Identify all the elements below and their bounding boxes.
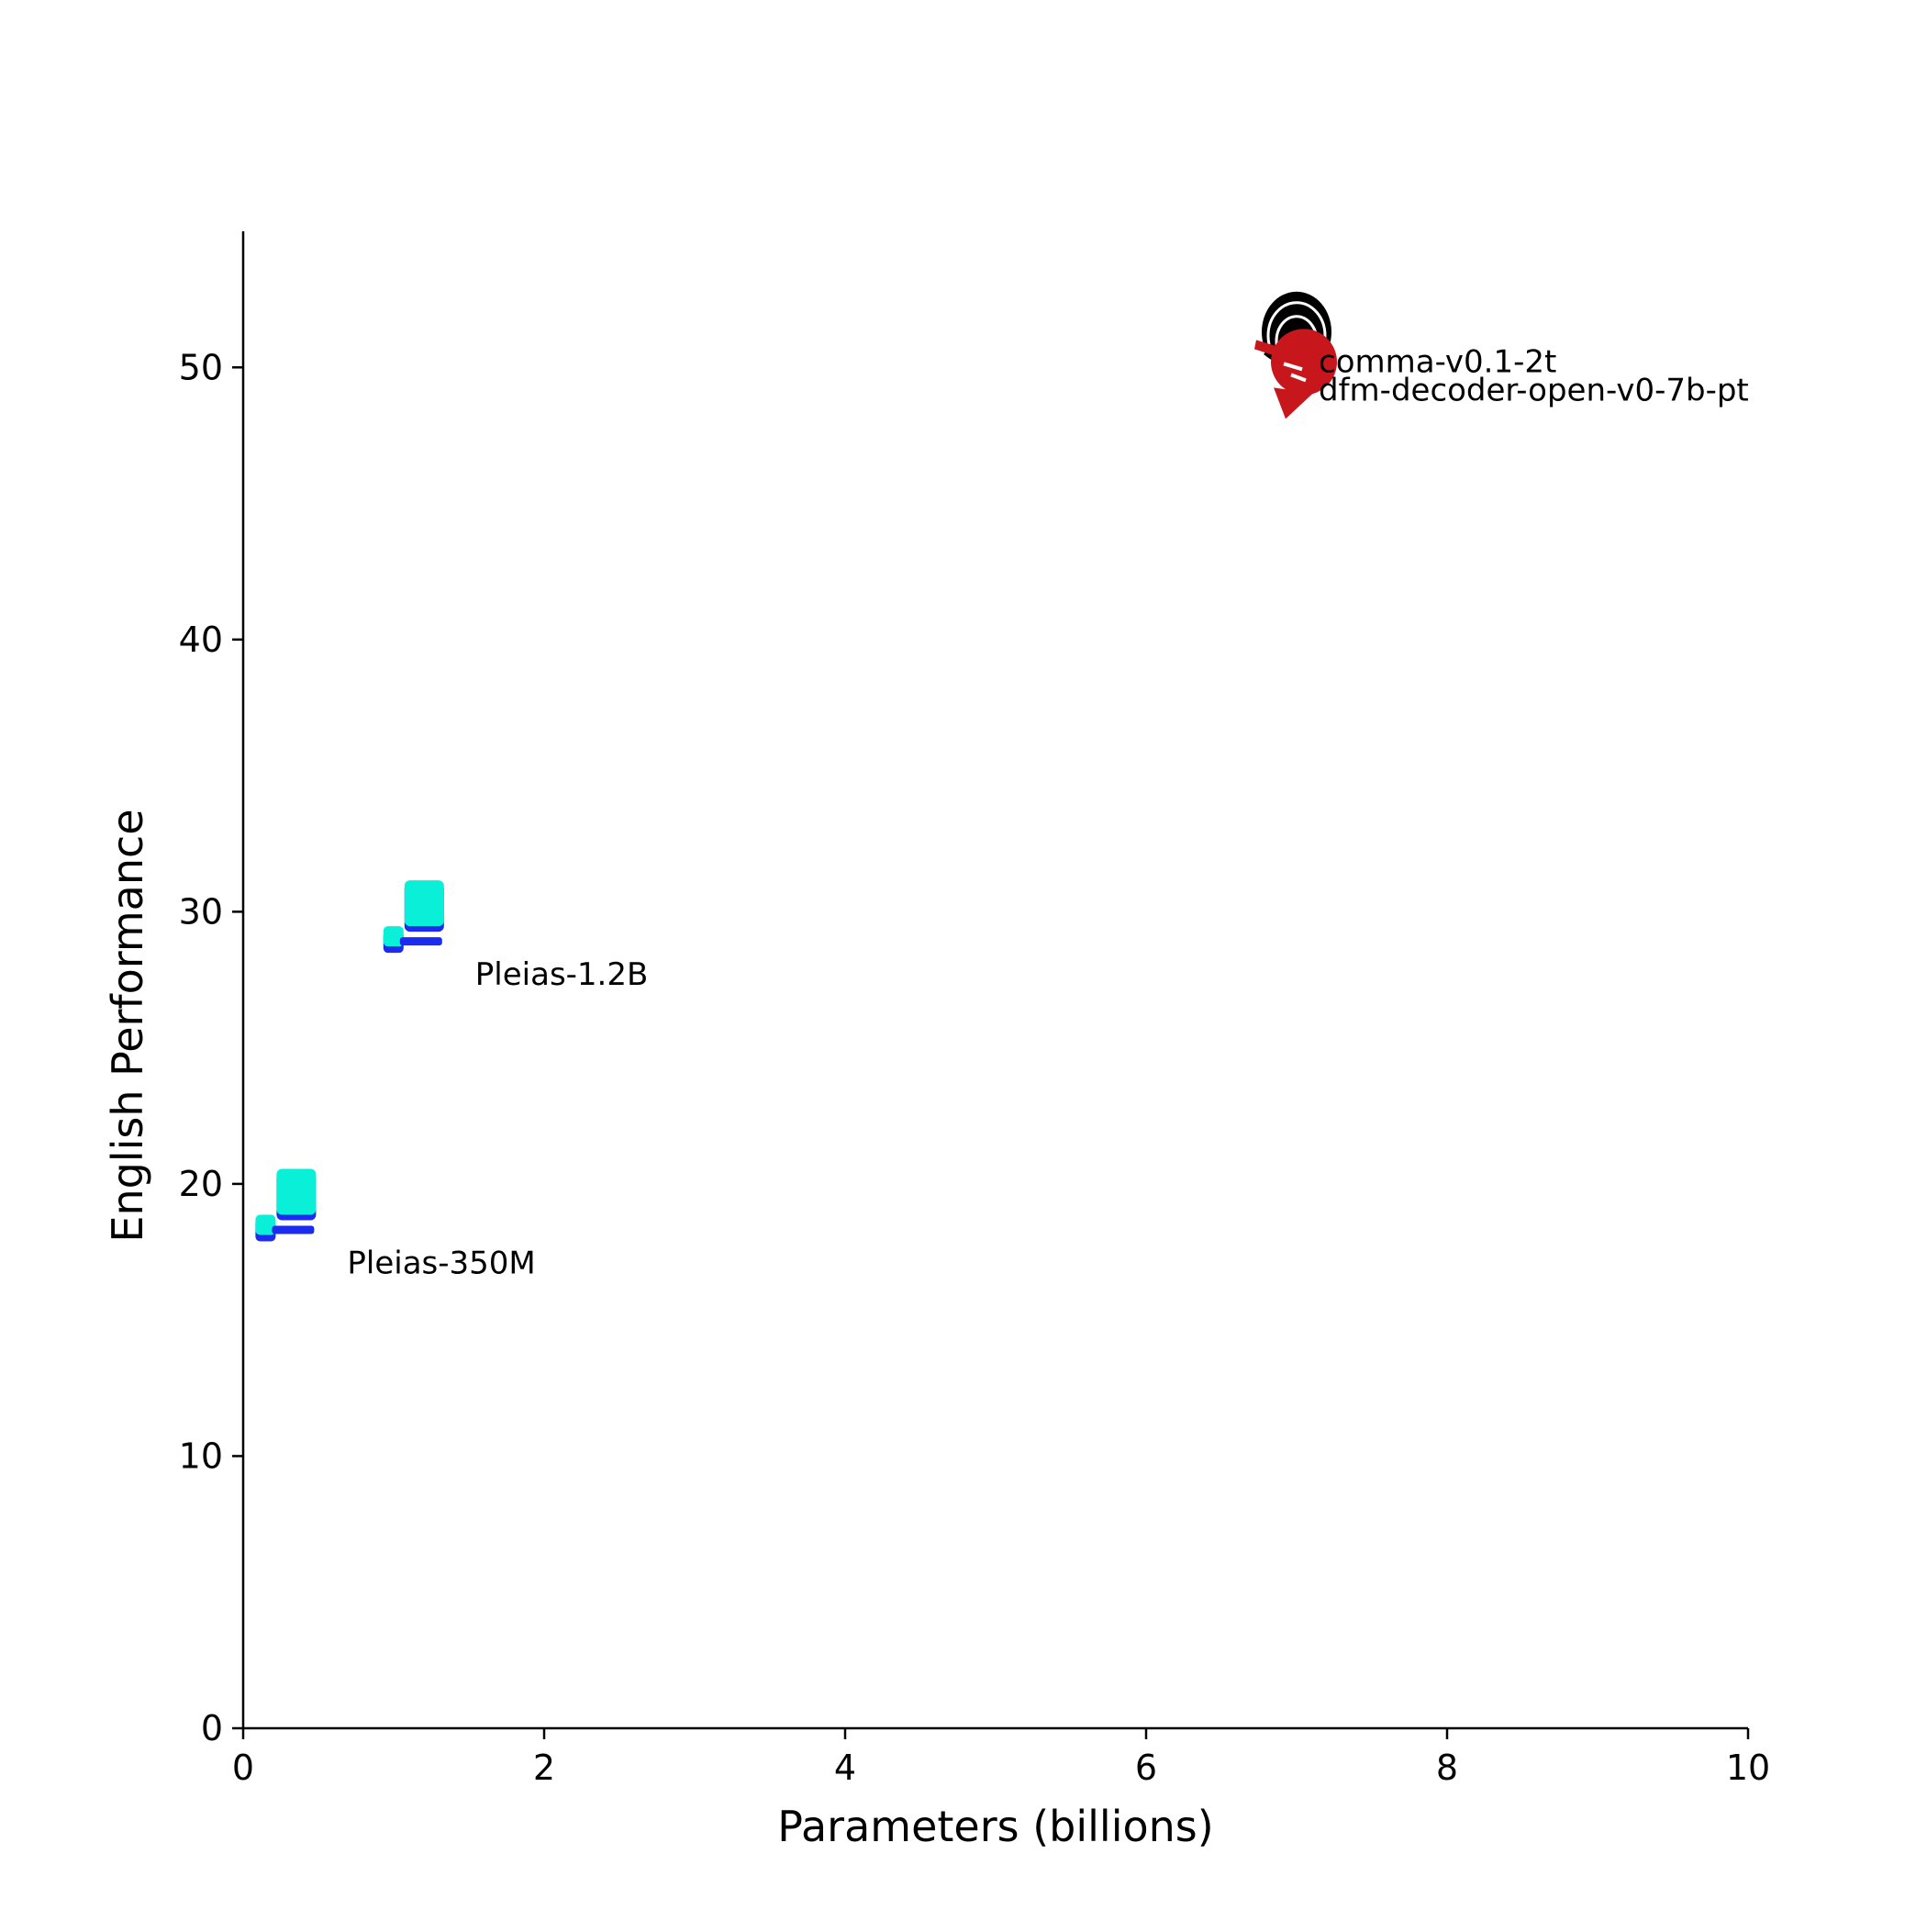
- y-axis-title: English Performance: [103, 809, 152, 1242]
- axes: 0 2 4 6 8 10 0 10 20 30 40 50 Parameters (billions) E…: [103, 231, 1770, 1851]
- y-tick-label: 30: [179, 891, 223, 932]
- point-label: Pleias-1.2B: [475, 956, 649, 993]
- x-axis-title: Parameters (billions): [777, 1802, 1213, 1851]
- pleias-logo-small-block: [255, 1214, 276, 1235]
- y-tick-label: 0: [201, 1708, 223, 1748]
- point-label: dfm-decoder-open-v0-7b-pt: [1319, 373, 1749, 409]
- dfm-logo-stripe: [1254, 340, 1315, 368]
- point-label: Pleias-350M: [347, 1245, 535, 1281]
- x-tick-label: 8: [1436, 1748, 1458, 1788]
- data-points: [255, 291, 1337, 1242]
- y-tick-label: 10: [179, 1435, 223, 1476]
- pleias-logo-icon: [383, 880, 444, 954]
- pleias-logo-big-block: [276, 1168, 317, 1215]
- dfm-logo-mark: [1283, 362, 1307, 383]
- x-tick-label: 2: [533, 1748, 555, 1788]
- point-label: comma-v0.1-2t: [1319, 344, 1556, 381]
- x-tick-label: 10: [1726, 1748, 1770, 1788]
- pleias-logo-big-block: [404, 880, 444, 927]
- dfm-logo-tail: [1274, 387, 1313, 419]
- y-tick-label: 20: [179, 1164, 223, 1204]
- pleias-logo-strip: [272, 1225, 315, 1234]
- pleias-logo-small-block: [383, 926, 404, 947]
- pleias-logo-strip: [399, 937, 442, 946]
- y-tick-label: 50: [179, 347, 223, 387]
- x-tick-label: 6: [1135, 1748, 1157, 1788]
- dfm-logo-icon: [1254, 329, 1337, 419]
- pleias-logo-icon: [255, 1168, 317, 1242]
- x-tick-label: 4: [834, 1748, 856, 1788]
- point-labels: Pleias-350M Pleias-1.2B comma-v0.1-2tdfm-d…: [347, 344, 1748, 1282]
- y-tick-label: 40: [179, 620, 223, 660]
- x-tick-label: 0: [232, 1748, 254, 1788]
